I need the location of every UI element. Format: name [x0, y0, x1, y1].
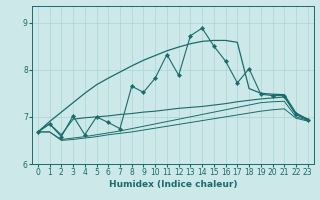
- X-axis label: Humidex (Indice chaleur): Humidex (Indice chaleur): [108, 180, 237, 189]
